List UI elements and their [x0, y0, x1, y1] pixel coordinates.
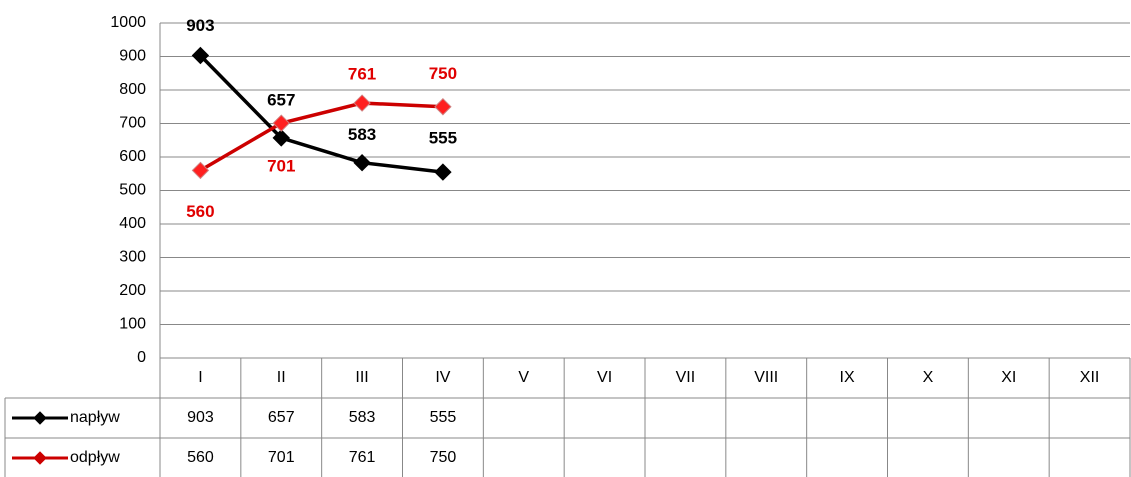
x-tick-label: X	[923, 369, 934, 386]
y-tick-label: 700	[119, 115, 146, 132]
marker	[272, 114, 290, 132]
data-label: 560	[186, 202, 214, 221]
series-line	[199, 54, 444, 174]
legend-label: odpływ	[70, 449, 120, 466]
data-label: 750	[429, 64, 457, 83]
x-tick-label: IV	[435, 369, 450, 386]
x-tick-label: VII	[676, 369, 696, 386]
table-value: 701	[268, 449, 295, 466]
data-label: 701	[267, 157, 295, 176]
y-tick-label: 100	[119, 316, 146, 333]
y-tick-label: 400	[119, 215, 146, 232]
x-tick-label: XI	[1001, 369, 1016, 386]
x-tick-label: III	[355, 369, 368, 386]
marker	[272, 129, 290, 147]
marker	[353, 153, 371, 172]
x-tick-label: XII	[1080, 369, 1100, 386]
data-label: 583	[348, 125, 376, 144]
data-label: 555	[429, 129, 457, 148]
table-value: 903	[187, 409, 214, 426]
data-label: 761	[348, 65, 376, 84]
y-tick-label: 600	[119, 148, 146, 165]
series-line	[199, 101, 443, 172]
y-tick-label: 300	[119, 249, 146, 266]
table-value: 583	[349, 409, 376, 426]
y-tick-label: 1000	[110, 14, 146, 31]
marker	[191, 161, 210, 180]
table-value: 657	[268, 409, 295, 426]
legend-key-marker	[33, 451, 47, 465]
table-value: 555	[430, 409, 457, 426]
legend-key-marker	[33, 411, 47, 425]
marker	[434, 98, 452, 116]
x-tick-label: VIII	[754, 369, 778, 386]
x-tick-label: VI	[597, 369, 612, 386]
marker	[353, 94, 371, 112]
x-tick-label: IX	[840, 369, 855, 386]
data-label: 657	[267, 90, 295, 109]
y-tick-label: 200	[119, 282, 146, 299]
y-tick-label: 800	[119, 81, 146, 98]
data-label: 903	[186, 16, 214, 35]
table-value: 560	[187, 449, 214, 466]
y-tick-label: 0	[137, 349, 146, 366]
x-tick-label: V	[518, 369, 529, 386]
marker	[434, 163, 452, 181]
marker	[191, 46, 210, 65]
x-tick-label: I	[198, 369, 202, 386]
y-tick-label: 900	[119, 48, 146, 65]
table-value: 761	[349, 449, 376, 466]
x-tick-label: II	[277, 369, 286, 386]
legend-label: napływ	[70, 409, 120, 426]
table-value: 750	[430, 449, 457, 466]
y-tick-label: 500	[119, 182, 146, 199]
